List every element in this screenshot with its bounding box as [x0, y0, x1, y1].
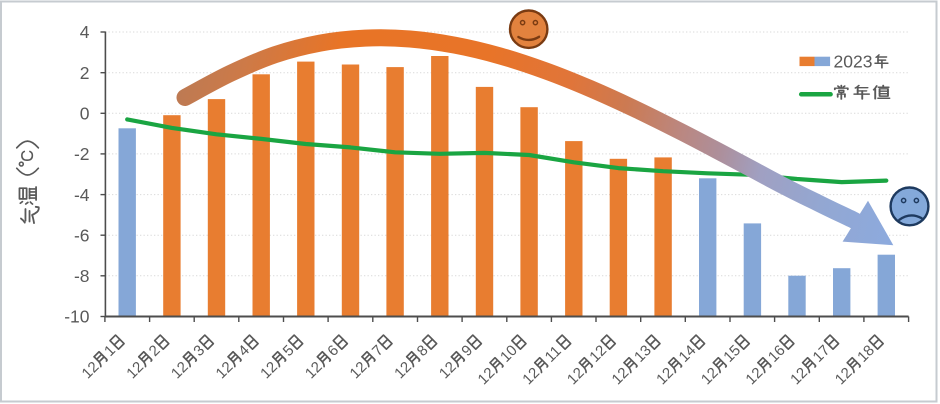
svg-text:0: 0 — [80, 104, 90, 124]
svg-text:-2: -2 — [74, 144, 90, 164]
svg-text:2023: 2023 — [834, 51, 873, 71]
svg-text:4: 4 — [80, 22, 90, 42]
svg-text:-6: -6 — [74, 225, 90, 245]
svg-text:-8: -8 — [74, 266, 90, 286]
svg-text:-4: -4 — [74, 185, 90, 205]
svg-text:-10: -10 — [64, 307, 90, 327]
svg-text:2: 2 — [80, 63, 90, 83]
